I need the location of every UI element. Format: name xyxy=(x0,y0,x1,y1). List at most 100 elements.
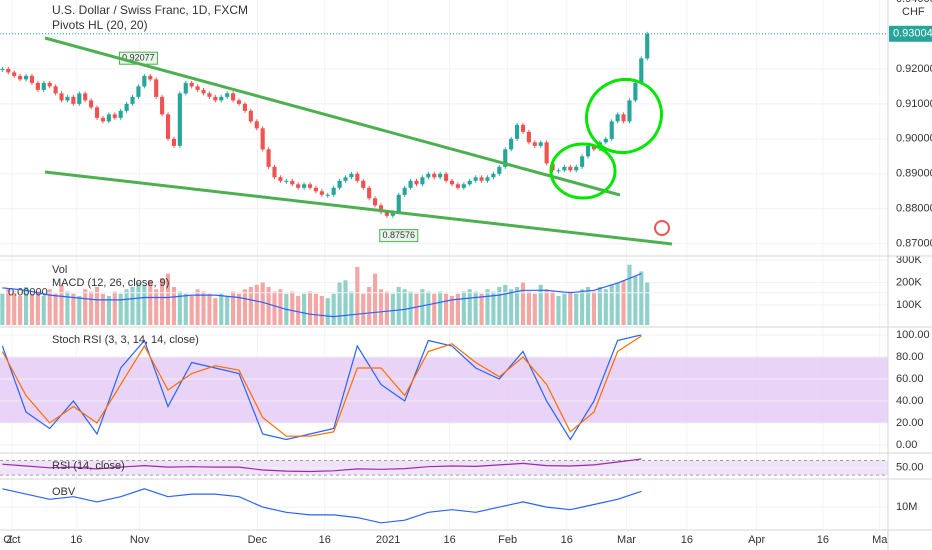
pane-title: Vol xyxy=(52,264,67,276)
volume-bar xyxy=(627,264,632,325)
candle xyxy=(609,121,614,139)
y-tick-label: 50.00 xyxy=(896,462,924,474)
volume-bar xyxy=(183,293,188,325)
candle xyxy=(183,82,188,94)
volume-bar xyxy=(420,289,425,325)
y-tick-label: 0.94000 xyxy=(896,0,932,5)
candle xyxy=(485,177,490,181)
volume-bar xyxy=(0,293,5,325)
candle xyxy=(6,68,11,73)
candle xyxy=(591,145,597,150)
volume-bar xyxy=(290,291,295,325)
volume-bar xyxy=(272,291,277,325)
volume-bar xyxy=(177,291,182,325)
candle xyxy=(266,149,271,167)
x-tick-label: Mar xyxy=(617,534,636,546)
x-tick-label: Oct xyxy=(3,534,20,546)
candle xyxy=(514,124,520,139)
volume-bar xyxy=(213,298,218,325)
candle xyxy=(455,184,460,188)
volume-bar xyxy=(526,291,531,325)
y-tick-label: 0.00000 xyxy=(8,287,48,299)
volume-bar xyxy=(231,291,236,325)
volume-bar xyxy=(580,289,585,325)
candle xyxy=(278,177,283,181)
y-tick-label: 80.00 xyxy=(896,351,924,363)
candle xyxy=(378,205,384,213)
volume-bar xyxy=(562,293,567,325)
candle xyxy=(367,187,372,199)
y-tick-label: 20.00 xyxy=(896,417,924,429)
y-tick-label: 200K xyxy=(896,276,922,288)
y-tick-label: 0.91000 xyxy=(896,98,932,110)
volume-bar xyxy=(313,293,318,325)
volume-bar xyxy=(100,293,106,325)
volume-bar xyxy=(6,289,11,325)
candle xyxy=(331,187,336,195)
volume-bar xyxy=(23,287,29,325)
volume-bar xyxy=(307,291,313,325)
candle xyxy=(349,173,354,178)
event-icon[interactable] xyxy=(654,220,670,236)
volume-bar xyxy=(130,287,135,325)
volume-bar xyxy=(514,287,520,325)
pivot-label: 0.92077 xyxy=(122,53,155,63)
volume-bar xyxy=(148,280,153,325)
candle xyxy=(189,82,194,87)
candle xyxy=(574,166,579,171)
zoom-button[interactable]: Z xyxy=(6,534,13,546)
candle xyxy=(444,173,449,181)
volume-bar xyxy=(71,293,76,325)
candle xyxy=(35,82,40,90)
trendline xyxy=(44,36,621,197)
candle xyxy=(23,75,29,80)
pane-title: MACD (12, 26, close, 9) xyxy=(52,277,169,289)
candle xyxy=(195,86,200,90)
candle xyxy=(106,114,111,122)
y-tick-label: 60.00 xyxy=(896,373,924,385)
candle xyxy=(509,138,514,150)
volume-bar xyxy=(77,295,82,325)
y-tick-label: 0.00 xyxy=(896,439,917,451)
volume-bar xyxy=(497,287,502,325)
trendline xyxy=(44,170,673,246)
volume-bar xyxy=(491,291,496,325)
x-tick-label: Feb xyxy=(498,534,517,546)
candle xyxy=(497,166,502,174)
volume-bar xyxy=(585,287,591,325)
candle xyxy=(47,82,52,87)
candle xyxy=(18,75,23,80)
pane-title: OBV xyxy=(52,486,76,498)
x-tick-label: Nov xyxy=(130,534,150,546)
candle xyxy=(290,180,295,185)
candle xyxy=(71,96,76,104)
candle xyxy=(432,173,437,178)
candle xyxy=(160,96,165,115)
volume-bar xyxy=(633,275,638,325)
candle xyxy=(503,149,508,167)
volume-bar xyxy=(83,289,88,325)
candle xyxy=(355,173,360,181)
volume-bar xyxy=(260,282,265,325)
candle xyxy=(136,86,141,97)
y-tick-label: 0.87000 xyxy=(896,238,932,250)
candle xyxy=(615,114,620,122)
candle xyxy=(0,68,5,70)
volume-bar xyxy=(225,295,230,325)
candle xyxy=(396,194,401,213)
volume-bar xyxy=(124,289,129,325)
candle xyxy=(177,93,182,146)
candle xyxy=(296,184,301,188)
volume-bar xyxy=(503,284,508,325)
volume-bar xyxy=(556,295,561,325)
candle xyxy=(343,177,348,181)
indicator-line xyxy=(2,458,642,473)
candle xyxy=(94,107,100,118)
volume-bar xyxy=(402,289,407,325)
indicator-line xyxy=(2,488,642,524)
candle xyxy=(219,96,224,101)
volume-bar xyxy=(485,289,490,325)
candle xyxy=(242,103,247,111)
candle xyxy=(142,75,147,87)
